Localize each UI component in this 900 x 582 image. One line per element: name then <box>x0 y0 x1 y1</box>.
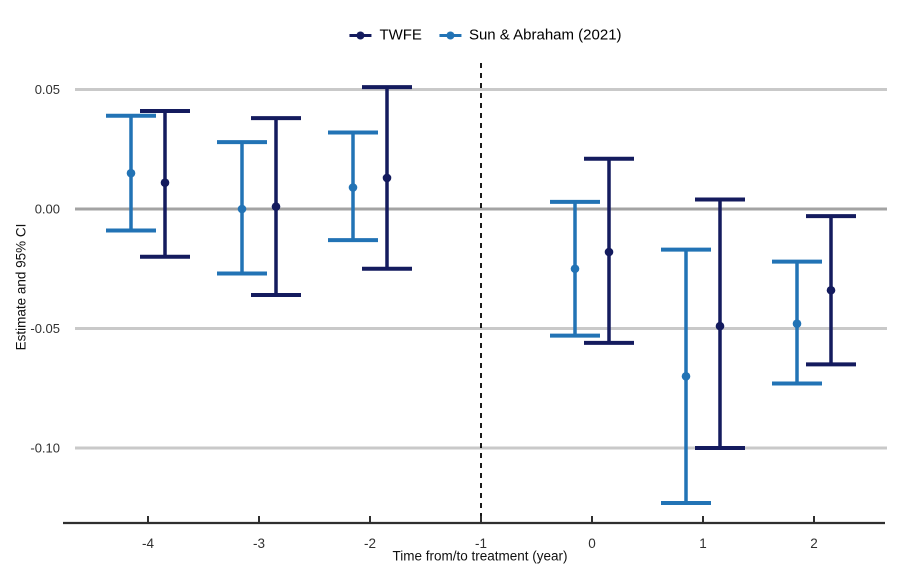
legend-dot <box>356 31 365 39</box>
legend-item-sun-abraham-2021: Sun & Abraham (2021) <box>438 27 622 44</box>
x-tick-label-2: 2 <box>810 536 818 551</box>
legend: TWFE Sun & Abraham (2021) <box>348 27 622 44</box>
legend-item-twfe: TWFE <box>348 27 422 44</box>
pointrange-twfe-t-2 <box>362 85 412 271</box>
y-gridlines: 0.05 0.00 -0.05 -0.10 <box>30 82 887 456</box>
legend-label-sun-abraham-2021: Sun & Abraham (2021) <box>468 26 622 44</box>
pointrange-sun-abraham-2021-t-2 <box>328 130 378 243</box>
point-estimate-marker <box>715 321 725 331</box>
pointrange-sun-abraham-2021-t0 <box>550 199 600 338</box>
point-estimate-marker <box>237 204 247 214</box>
x-tick-label--2: -2 <box>364 536 376 551</box>
point-estimate-marker <box>160 178 170 188</box>
x-tick-label-1: 1 <box>699 536 707 551</box>
pointrange-sun-abraham-2021-t1 <box>661 247 711 505</box>
y-tick-label--0.05: -0.05 <box>30 321 60 336</box>
y-tick-label-0.00: 0.00 <box>35 202 60 217</box>
x-axis: -4 -3 -2 -1 0 1 2 <box>63 516 885 551</box>
pointrange-twfe-t2 <box>806 214 856 367</box>
point-estimate-marker <box>604 247 614 257</box>
pointrange-sun-abraham-2021-t2 <box>772 259 822 386</box>
legend-dot <box>445 31 454 39</box>
point-estimate-marker <box>126 168 136 178</box>
pointrange-twfe-t-3 <box>251 116 301 298</box>
point-estimate-marker <box>570 264 580 274</box>
point-estimate-marker <box>348 183 358 192</box>
legend-pointrange-icon <box>349 31 372 39</box>
point-estimate-marker <box>271 202 281 211</box>
legend-pointrange-icon <box>438 31 461 39</box>
point-estimate-marker <box>382 173 392 183</box>
point-estimate-marker <box>792 319 802 329</box>
x-tick-label--4: -4 <box>142 536 154 551</box>
point-estimate-marker <box>826 285 836 295</box>
legend-label-twfe: TWFE <box>379 26 422 44</box>
pointrange-twfe-t0 <box>584 156 634 345</box>
x-axis-title: Time from/to treatment (year) <box>392 548 568 564</box>
pointrange-sun-abraham-2021-t-3 <box>217 140 267 276</box>
pointrange-twfe-t1 <box>695 197 745 450</box>
x-tick-label--3: -3 <box>253 536 265 551</box>
x-tick-label-0: 0 <box>588 536 596 551</box>
x-tick-label--1: -1 <box>475 536 487 551</box>
y-tick-label--0.10: -0.10 <box>30 441 60 456</box>
point-estimate-marker <box>681 372 691 381</box>
pointrange-twfe-t-4 <box>140 109 190 259</box>
pointrange-sun-abraham-2021-t-4 <box>106 113 156 233</box>
series-sun-abraham-2021 <box>106 113 822 505</box>
series-twfe <box>140 85 856 450</box>
y-tick-label-0.05: 0.05 <box>35 82 60 97</box>
